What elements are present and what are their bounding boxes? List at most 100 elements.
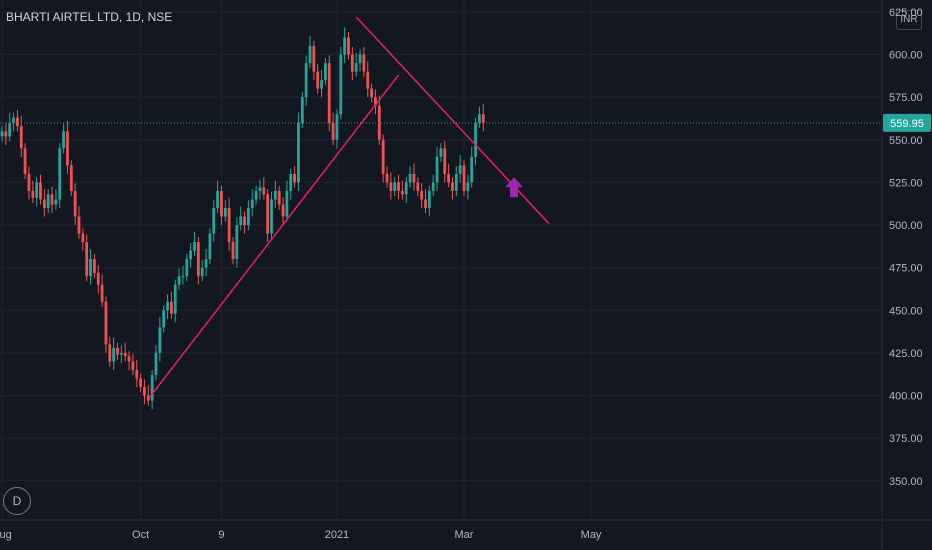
y-tick-label: 350.00 [889, 476, 923, 488]
last-price-badge [883, 113, 931, 132]
candle-body [277, 190, 281, 205]
candle-body [401, 190, 404, 195]
candle-body [208, 233, 212, 260]
candle-body [50, 194, 54, 205]
candle-body [381, 139, 385, 174]
candle-body [127, 356, 131, 362]
candle-body [193, 242, 196, 251]
data-source-badge[interactable]: D [3, 487, 31, 515]
candle-body [8, 122, 12, 137]
grid-lines [0, 0, 882, 520]
candle-body [389, 182, 393, 191]
candle-body [370, 88, 373, 98]
candle-body [220, 190, 223, 217]
candle-body [200, 267, 204, 277]
candle-body [54, 199, 58, 205]
candle-body [58, 148, 62, 200]
candle-body [4, 131, 8, 137]
y-tick-label: 625.00 [889, 7, 923, 19]
candle-body [73, 190, 77, 217]
candle-body [443, 148, 447, 174]
candle-body [404, 182, 408, 195]
candle-body [427, 190, 431, 208]
x-tick-label: Aug [0, 529, 12, 541]
candle-body [181, 276, 185, 278]
candle-body [170, 301, 173, 314]
candle-body [185, 259, 189, 277]
candle-body [474, 122, 477, 157]
candle-body [243, 216, 246, 226]
candle-body [116, 347, 119, 355]
candle-body [297, 122, 300, 183]
candle-body [454, 173, 458, 191]
candle-body [212, 208, 216, 234]
candle-body [177, 276, 181, 285]
candle-body [104, 301, 108, 345]
candle-body [158, 327, 162, 353]
candle-body [204, 259, 208, 268]
candle-body [377, 105, 381, 140]
candle-body [112, 347, 116, 362]
candle-body [331, 122, 335, 140]
candle-body [0, 131, 4, 137]
candle-body [173, 284, 177, 314]
candle-body [431, 182, 435, 191]
candle-body [347, 37, 350, 55]
candle-body [327, 63, 331, 123]
y-tick-label: 425.00 [889, 348, 923, 360]
currency-label[interactable]: INR [896, 10, 922, 30]
candle-body [46, 194, 50, 208]
candle-body [62, 131, 65, 149]
candle-body [281, 204, 285, 217]
candle-body [39, 182, 42, 200]
candle-body [81, 233, 85, 243]
candle-body [258, 187, 262, 191]
candle-body [235, 225, 239, 260]
time-axis: Aug Oct 9 2021 Mar May [0, 519, 932, 541]
candle-body [316, 71, 320, 89]
candle-body [270, 199, 273, 234]
y-tick-label: 600.00 [889, 50, 923, 62]
candle-body [312, 46, 316, 72]
x-tick-label: 2021 [325, 529, 349, 541]
candle-body [374, 97, 377, 106]
candle-body [93, 259, 96, 273]
candle-body [354, 63, 358, 72]
candle-body [273, 190, 277, 200]
candle-body [481, 114, 485, 123]
candle-body [458, 165, 462, 174]
candle-body [285, 190, 289, 217]
y-tick-label: 450.00 [889, 305, 923, 317]
candle-body [385, 173, 389, 183]
candle-body [162, 310, 166, 328]
candle-body [262, 187, 266, 195]
candle-body [119, 352, 123, 355]
y-tick-label: 475.00 [889, 263, 923, 275]
candle-body [69, 165, 73, 191]
candle-body [35, 182, 39, 198]
candle-body [42, 199, 46, 208]
x-tick-label: May [581, 529, 602, 541]
y-tick-label: 375.00 [889, 433, 923, 445]
candle-body [100, 284, 104, 302]
candle-body [19, 126, 23, 149]
candle-body [324, 63, 327, 81]
candle-body [227, 208, 231, 243]
price-axis: 350.00 375.00 400.00 425.00 450.00 475.00 500.… [881, 0, 931, 550]
candle-body [31, 190, 35, 198]
candle-body [143, 387, 146, 396]
candle-body [189, 250, 193, 260]
last-price-label: 559.95 [890, 118, 924, 130]
candle-body [412, 173, 416, 183]
candle-body [289, 173, 293, 191]
candle-body [216, 190, 219, 208]
y-tick-label: 500.00 [889, 220, 923, 232]
support-trendline [147, 74, 400, 400]
candle-body [139, 378, 142, 388]
candle-body [416, 182, 420, 191]
candle-body [447, 173, 450, 183]
breakout-arrow-icon [505, 177, 524, 198]
candle-body [451, 182, 454, 191]
candle-body [366, 71, 370, 89]
